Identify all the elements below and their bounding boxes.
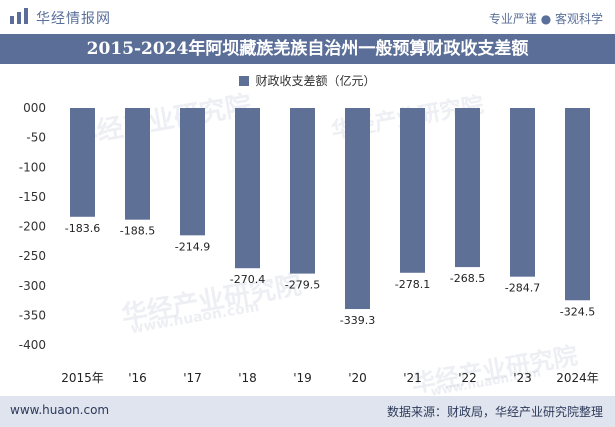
legend-swatch [239,76,250,86]
bar [290,108,315,274]
y-tick-label: -400 [19,338,46,352]
data-label: -268.5 [450,272,485,285]
x-tick-label: '18 [238,371,257,385]
data-label: -284.7 [505,282,540,295]
bar [125,108,150,220]
data-label: -270.4 [230,273,265,286]
x-tick-label: '23 [513,371,532,385]
bar [510,108,535,277]
legend-label: 财政收支差额（亿元） [255,74,376,88]
footer-site: www.huaon.com [10,403,110,417]
data-label: -278.1 [395,278,430,291]
bar [70,108,95,217]
tagline: 专业严谨 ● 客观科学 [488,12,603,26]
y-tick-label: -150 [19,190,46,204]
data-label: -339.3 [340,314,375,327]
y-tick-label: -50 [26,131,46,145]
y-tick-label: -200 [19,220,46,234]
x-tick-label: '19 [293,371,312,385]
y-tick-label: -350 [19,308,46,322]
data-label: -188.5 [120,225,155,238]
y-tick-label: -300 [19,279,46,293]
data-label: -324.5 [560,305,595,318]
bar [455,108,480,268]
x-tick-label: '22 [458,371,477,385]
data-label: -183.6 [65,222,100,235]
brand-logo-icon [10,8,28,24]
bar [180,108,205,236]
footer-bar: www.huaon.com 数据来源：财政局，华经产业研究院整理 [0,396,615,427]
bar-chart: 000 -50 -100 -150 -200 -250 -300 -350 -400 -183.6… [19,101,599,385]
x-tick-label: 2024年 [556,371,599,385]
x-tick-label: 2015年 [61,371,104,385]
bar [345,108,370,310]
bar [400,108,425,273]
x-tick-label: '20 [348,371,367,385]
x-tick-label: '21 [403,371,422,385]
y-tick-label: 000 [23,101,46,115]
brand-name: 华经情报网 [36,11,111,27]
header-bar: 华经情报网 专业严谨 ● 客观科学 [0,0,615,34]
data-label: -279.5 [285,279,320,292]
y-tick-label: -250 [19,249,46,263]
data-label: -214.9 [175,240,210,253]
x-tick-label: '16 [128,371,147,385]
title-bar: 2015-2024年阿坝藏族羌族自治州一般预算财政收支差额 [0,34,615,64]
y-tick-label: -100 [19,160,46,174]
bar [565,108,590,301]
bar [235,108,260,269]
chart-title: 2015-2024年阿坝藏族羌族自治州一般预算财政收支差额 [86,39,529,59]
x-tick-label: '17 [183,371,202,385]
chart-legend: 财政收支差额（亿元） [0,72,615,89]
data-source: 数据来源：财政局，华经产业研究院整理 [386,405,603,419]
